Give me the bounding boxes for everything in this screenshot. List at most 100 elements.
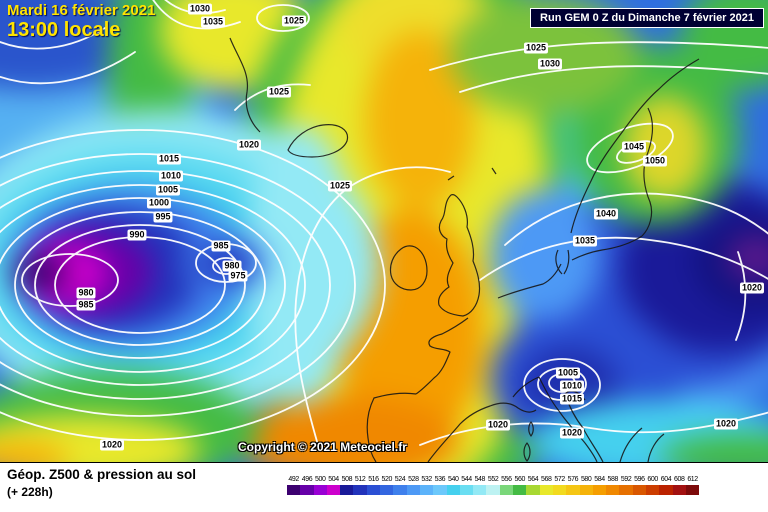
scale-swatch [619, 485, 633, 495]
scale-swatch [459, 485, 474, 495]
scale-value: 600 [647, 476, 658, 483]
scale-value: 580 [580, 476, 592, 483]
forecast-hour-label: (+ 228h) [7, 485, 53, 499]
scale-cell: 584 [592, 476, 607, 495]
scale-cell: 520 [380, 476, 394, 495]
scale-value: 572 [554, 476, 565, 483]
scale-cell: 604 [659, 476, 673, 495]
scale-value: 500 [315, 476, 326, 483]
scale-swatch [300, 485, 314, 495]
scale-swatch [419, 485, 434, 495]
scale-swatch [406, 485, 420, 495]
scale-cell: 508 [340, 476, 354, 495]
scale-swatch [566, 485, 580, 495]
scale-cell: 588 [606, 476, 620, 495]
scale-value: 612 [687, 476, 698, 483]
scale-swatch [326, 485, 341, 495]
scale-swatch [592, 485, 607, 495]
date-overlay: Mardi 16 février 2021 13:00 locale [7, 2, 155, 42]
scale-cell: 572 [552, 476, 567, 495]
scale-cell: 564 [526, 476, 540, 495]
run-info-label: Run GEM 0 Z du Dimanche 7 février 2021 [540, 12, 754, 24]
scale-value: 520 [381, 476, 392, 483]
scale-value: 492 [288, 476, 299, 483]
scale-swatch [513, 485, 527, 495]
scale-cell: 504 [326, 476, 341, 495]
scale-value: 564 [527, 476, 539, 483]
scale-swatch [685, 485, 700, 495]
scale-swatch [473, 485, 487, 495]
scale-cell: 544 [459, 476, 474, 495]
scale-cell: 612 [685, 476, 700, 495]
scale-value: 588 [607, 476, 619, 483]
scale-value: 604 [660, 476, 672, 483]
scale-swatch [499, 485, 514, 495]
scale-value: 532 [421, 476, 432, 483]
scale-cell: 540 [446, 476, 460, 495]
scale-value: 524 [394, 476, 406, 483]
scale-value: 516 [368, 476, 379, 483]
scale-swatch [340, 485, 354, 495]
scale-cell: 580 [579, 476, 593, 495]
coastlines [229, 37, 700, 462]
scale-value: 528 [408, 476, 419, 483]
scale-swatch [366, 485, 381, 495]
scale-cell: 556 [499, 476, 514, 495]
scale-cell: 500 [313, 476, 327, 495]
scale-value: 560 [514, 476, 525, 483]
scale-value: 512 [354, 476, 366, 483]
run-info-box: Run GEM 0 Z du Dimanche 7 février 2021 [530, 8, 764, 28]
scale-cell: 492 [287, 476, 301, 495]
scale-cell: 532 [419, 476, 434, 495]
scale-swatch [353, 485, 367, 495]
scale-swatch [313, 485, 327, 495]
scale-swatch [579, 485, 593, 495]
scale-cell: 552 [486, 476, 500, 495]
scale-cell: 528 [406, 476, 420, 495]
scale-value: 556 [501, 476, 512, 483]
scale-value: 548 [474, 476, 486, 483]
map-title: Géop. Z500 & pression au sol [7, 467, 197, 482]
scale-cell: 512 [353, 476, 367, 495]
scale-swatch [632, 485, 647, 495]
scale-swatch [433, 485, 447, 495]
scale-cell: 596 [632, 476, 647, 495]
scale-swatch [646, 485, 660, 495]
scale-swatch [672, 485, 686, 495]
geopotential-color-field [0, 0, 768, 462]
scale-value: 608 [674, 476, 685, 483]
scale-cell: 516 [366, 476, 381, 495]
map-canvas[interactable] [0, 0, 768, 462]
scale-swatch [393, 485, 407, 495]
scale-value: 544 [461, 476, 472, 483]
scale-value: 596 [634, 476, 645, 483]
scale-swatch [287, 485, 301, 495]
scale-cell: 548 [473, 476, 487, 495]
scale-swatch [526, 485, 540, 495]
scale-cell: 568 [539, 476, 553, 495]
scale-value: 536 [434, 476, 446, 483]
scale-value: 496 [301, 476, 313, 483]
scale-swatch [380, 485, 394, 495]
scale-value: 504 [328, 476, 339, 483]
scale-value: 592 [620, 476, 632, 483]
weather-map[interactable]: 1030 1035 1025 1025 1030 1025 1020 1015 1010 1005… [0, 0, 768, 462]
scale-value: 540 [447, 476, 459, 483]
scale-cell: 600 [646, 476, 660, 495]
scale-value: 584 [594, 476, 605, 483]
forecast-date: Mardi 16 février 2021 [7, 2, 156, 19]
color-scale: 492 496 500 504 508 512 516 520 524 528 532 536 540 5… [287, 476, 700, 495]
scale-swatch [606, 485, 620, 495]
scale-cell: 560 [513, 476, 527, 495]
legend-bar: Géop. Z500 & pression au sol (+ 228h) 49… [0, 462, 768, 512]
scale-value: 508 [341, 476, 353, 483]
legend-left: Géop. Z500 & pression au sol (+ 228h) [7, 467, 196, 499]
copyright-text: Copyright © 2021 Meteociel.fr [238, 440, 407, 454]
scale-value: 552 [487, 476, 499, 483]
scale-value: 568 [541, 476, 552, 483]
scale-swatch [659, 485, 673, 495]
forecast-time: 13:00 locale [7, 19, 121, 42]
scale-swatch [552, 485, 567, 495]
scale-cell: 608 [672, 476, 686, 495]
